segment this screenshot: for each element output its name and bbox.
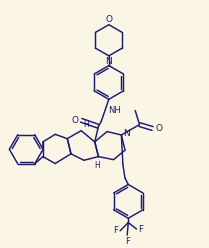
Text: H: H bbox=[94, 160, 100, 169]
Text: F: F bbox=[113, 226, 118, 235]
Text: O: O bbox=[105, 15, 112, 24]
Text: F: F bbox=[125, 237, 130, 246]
Text: N: N bbox=[106, 57, 112, 66]
Text: NH: NH bbox=[108, 106, 121, 115]
Text: H: H bbox=[83, 120, 89, 129]
Text: O: O bbox=[155, 124, 162, 133]
Text: O: O bbox=[71, 116, 79, 125]
Text: F: F bbox=[138, 224, 143, 234]
Text: N: N bbox=[123, 129, 130, 138]
